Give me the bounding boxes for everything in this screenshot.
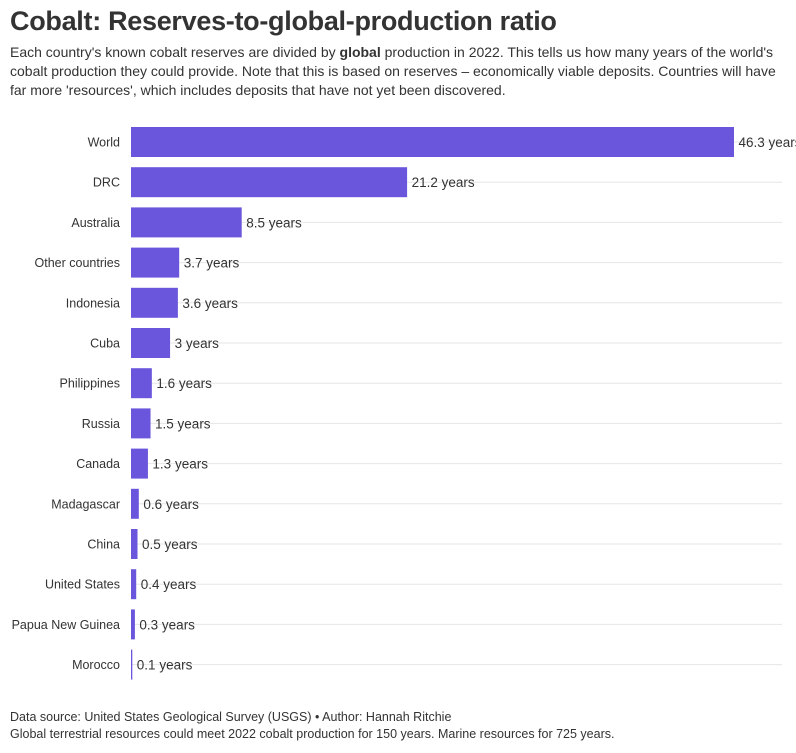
value-label-cuba: 3 years — [175, 336, 220, 351]
category-label-indonesia: Indonesia — [66, 296, 120, 310]
category-label-australia: Australia — [71, 216, 120, 230]
category-label-other-countries: Other countries — [35, 256, 120, 270]
bar-cuba — [131, 328, 171, 358]
value-label-united-states: 0.4 years — [141, 577, 197, 592]
category-label-united-states: United States — [45, 578, 120, 592]
category-label-philippines: Philippines — [60, 377, 120, 391]
value-label-china: 0.5 years — [142, 537, 198, 552]
value-label-other-countries: 3.7 years — [184, 256, 240, 271]
category-label-russia: Russia — [82, 417, 120, 431]
subtitle-bold-word: global — [339, 44, 381, 60]
value-label-indonesia: 3.6 years — [182, 296, 238, 311]
category-label-canada: Canada — [76, 457, 120, 471]
category-label-china: China — [87, 538, 120, 552]
bar-drc — [131, 167, 408, 198]
bar-other-countries — [131, 247, 180, 278]
value-label-papua-new-guinea: 0.3 years — [139, 617, 195, 632]
bar-papua-new-guinea — [131, 609, 135, 640]
data-source-note: Data source: United States Geological Su… — [10, 710, 452, 724]
value-label-canada: 1.3 years — [152, 457, 208, 472]
bar-morocco — [131, 649, 133, 680]
value-label-australia: 8.5 years — [246, 215, 302, 230]
bar-china — [131, 529, 138, 559]
category-label-papua-new-guinea: Papua New Guinea — [12, 618, 120, 632]
bar-chart: World 46.3 years DRC 21.2 years Australia 8.5… — [12, 127, 796, 680]
value-label-russia: 1.5 years — [155, 416, 211, 431]
value-label-morocco: 0.1 years — [137, 658, 193, 673]
value-label-madagascar: 0.6 years — [143, 497, 199, 512]
category-label-morocco: Morocco — [72, 658, 120, 672]
resources-note: Global terrestrial resources could meet … — [10, 727, 615, 741]
value-label-philippines: 1.6 years — [156, 376, 212, 391]
chart-subtitle: Each country's known cobalt reserves are… — [10, 43, 786, 100]
bar-madagascar — [131, 488, 139, 519]
category-label-cuba: Cuba — [90, 337, 120, 351]
value-label-world: 46.3 years — [739, 135, 796, 150]
bar-united-states — [131, 569, 137, 600]
value-label-drc: 21.2 years — [412, 175, 475, 190]
category-label-world: World — [88, 136, 120, 150]
bar-australia — [131, 207, 242, 238]
subtitle-text-start: Each country's known cobalt reserves are… — [10, 44, 340, 60]
category-label-drc: DRC — [93, 176, 120, 190]
bar-russia — [131, 408, 151, 439]
chart-footer: Data source: United States Geological Su… — [10, 709, 614, 743]
bar-indonesia — [131, 287, 178, 318]
bar-world — [131, 127, 734, 157]
category-label-madagascar: Madagascar — [51, 497, 120, 511]
chart-title: Cobalt: Reserves-to-global-production ra… — [10, 6, 557, 36]
bar-philippines — [131, 368, 152, 399]
bar-canada — [131, 448, 148, 479]
subtitle-text-end: production in 2022. This tells us how ma… — [10, 44, 776, 98]
